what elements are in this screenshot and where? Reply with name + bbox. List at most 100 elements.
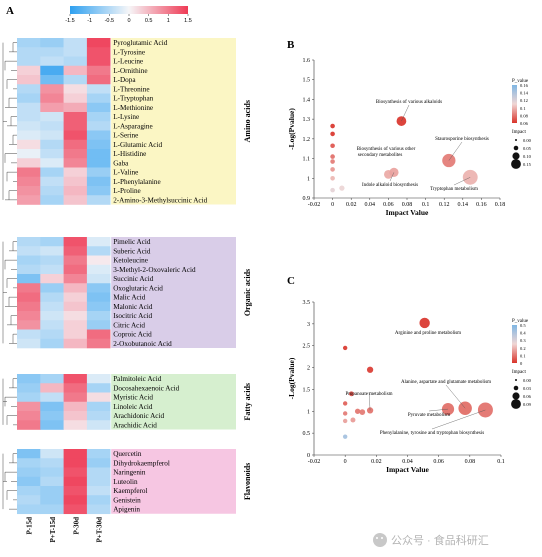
annotation-label: Phenylalanine, tyrosine and tryptophan b…: [380, 431, 484, 436]
x-tick-label: -0.02: [308, 459, 321, 465]
heatmap-cell: [17, 476, 41, 487]
heatmap-cell: [17, 84, 41, 94]
heatmap-cell: [63, 176, 88, 187]
heatmap-cell: [17, 329, 41, 340]
impact-legend-title: Impact: [512, 130, 526, 135]
annotation-label: Alanine, aspartate and glutamate metabol…: [401, 380, 491, 385]
y-tick-label: 1.6: [303, 58, 311, 64]
heatmap-cell: [17, 283, 41, 293]
pathway-point: [330, 175, 335, 181]
metabolite-label: Dihydrokaempferol: [113, 459, 170, 467]
p-value-legend-tick: 0.14: [520, 91, 529, 96]
color-scale-tick-label: 1.5: [184, 18, 192, 24]
pathway-point: [330, 187, 335, 193]
column-label: P+T-15d: [49, 517, 57, 543]
heatmap-cell: [86, 237, 111, 247]
heatmap-cell: [63, 320, 88, 330]
heatmap-cell: [86, 495, 111, 505]
pathway-point: [350, 417, 356, 423]
heatmap-cell: [86, 338, 111, 349]
heatmap-cell: [86, 38, 111, 48]
x-tick-label: 0.08: [465, 459, 476, 465]
heatmap-cell: [86, 84, 111, 94]
heatmap-cell: [63, 65, 88, 76]
heatmap-cell: [40, 246, 64, 256]
heatmap-cell: [86, 56, 111, 67]
p-value-legend-tick: 0.12: [520, 98, 528, 103]
x-tick-label: 0.06: [433, 459, 444, 465]
heatmap-cell: [40, 374, 64, 384]
annotation-label: Indole alkaloid biosynthesis: [362, 183, 418, 188]
heatmap-cell: [17, 449, 41, 459]
metabolite-label: Pimelic Acid: [113, 238, 151, 246]
x-tick-label: 0.08: [402, 202, 413, 208]
p-value-legend-tick: 0.16: [520, 83, 529, 88]
pathway-point: [366, 366, 374, 373]
color-scale-tick-label: 0.5: [145, 18, 153, 24]
heatmap-cell: [17, 38, 41, 48]
heatmap-cell: [40, 56, 64, 67]
metabolite-label: L-Methionine: [113, 104, 153, 112]
pathway-point: [366, 407, 374, 414]
heatmap-cell: [17, 374, 41, 384]
color-scale-tick-label: 0: [127, 18, 130, 24]
heatmap-cell: [86, 93, 111, 104]
annotation-label: Biosynthesis of various other: [357, 147, 416, 152]
heatmap-cell: [63, 195, 88, 205]
heatmap-cell: [63, 246, 88, 256]
heatmap-cell: [86, 130, 111, 141]
pathway-point: [330, 123, 335, 129]
pathway-point: [330, 159, 335, 164]
pathway-point: [342, 434, 348, 439]
heatmap-cell: [40, 167, 64, 178]
y-tick-label: 1.2: [303, 137, 311, 143]
heatmap-cell: [40, 102, 64, 113]
heatmap-cell: [40, 383, 64, 393]
annotation-leader: [445, 384, 466, 409]
heatmap-cell: [63, 420, 88, 430]
heatmap-cell: [17, 93, 41, 104]
y-tick-label: 1.5: [303, 387, 311, 393]
heatmap-cell: [63, 274, 88, 284]
y-tick-label: 0.9: [303, 196, 311, 202]
heatmap-cell: [40, 449, 64, 459]
row-dendrogram: [2, 241, 17, 344]
heatmap-cell: [17, 274, 41, 284]
heatmap-cell: [17, 186, 41, 196]
y-tick-label: 1.1: [303, 157, 311, 163]
heatmap-cell: [17, 495, 41, 505]
heatmap-cell: [86, 320, 111, 330]
metabolite-label: Ketoleucine: [113, 257, 148, 265]
pathway-point: [330, 167, 335, 172]
heatmap-cell: [63, 167, 88, 178]
p-value-legend-tick: 0.1: [520, 106, 526, 111]
heatmap-cell: [63, 401, 88, 412]
x-tick-label: 0.06: [383, 202, 394, 208]
heatmap-cell: [17, 139, 41, 150]
x-tick-label: 0.18: [495, 202, 506, 208]
metabolite-label: Quercetin: [113, 450, 142, 458]
heatmap-cell: [86, 112, 111, 122]
y-axis-label: -Log(Pvalue): [287, 108, 296, 150]
metabolite-label: Linoleic Acid: [113, 403, 153, 411]
heatmap-cell: [40, 255, 64, 266]
heatmap-cell: [17, 246, 41, 256]
heatmap-cell: [40, 93, 64, 104]
heatmap-cell: [40, 176, 64, 187]
impact-legend-dot: [513, 385, 519, 391]
y-tick-label: 1.5: [303, 78, 311, 84]
group-background: [111, 237, 236, 348]
pathway-point: [348, 391, 354, 397]
metabolite-label: L-Proline: [113, 187, 141, 195]
heatmap-cell: [86, 176, 111, 187]
impact-legend-tick: 0.00: [523, 138, 532, 143]
heatmap-cell: [40, 158, 64, 168]
group-label: Fatty acids: [243, 383, 252, 421]
heatmap-cell: [40, 283, 64, 293]
heatmap-cell: [17, 158, 41, 168]
metabolite-label: Luteolin: [113, 478, 138, 486]
x-tick-label: 0.04: [402, 459, 413, 465]
heatmap-cell: [63, 311, 88, 321]
heatmap-cell: [17, 338, 41, 349]
heatmap-cell: [86, 467, 111, 478]
